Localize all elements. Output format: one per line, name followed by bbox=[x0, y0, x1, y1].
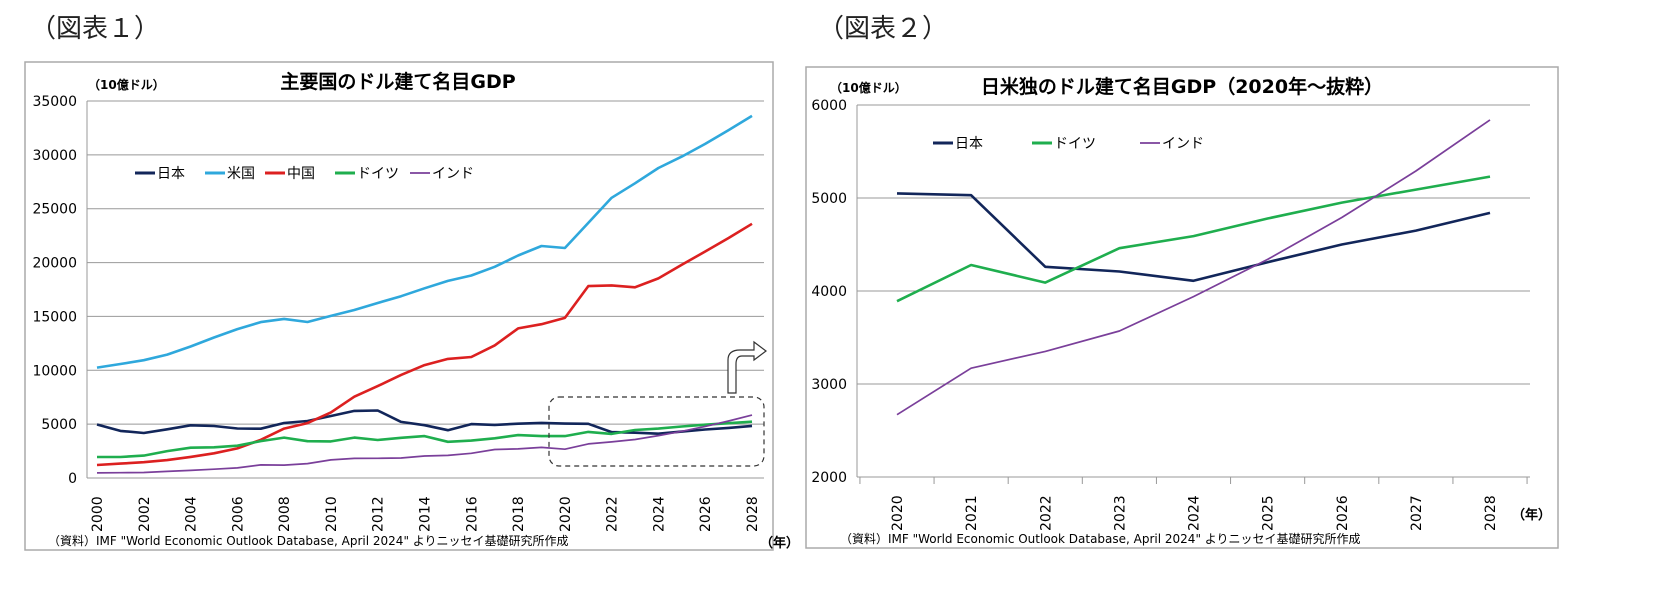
x-tick-label: 2012 bbox=[371, 496, 387, 532]
x-tick-label: 2016 bbox=[464, 496, 480, 532]
figure2-label: （図表２） bbox=[818, 14, 949, 44]
series-line-ドイツ bbox=[97, 420, 753, 459]
figure1-label: （図表１） bbox=[30, 14, 161, 44]
x-tick-label: 2004 bbox=[184, 496, 200, 532]
legend-label: ドイツ bbox=[357, 166, 399, 182]
y-tick-label: 25000 bbox=[32, 202, 77, 218]
x-tick-label: 2010 bbox=[324, 496, 340, 532]
x-tick-label: 2002 bbox=[137, 496, 153, 532]
y-tick-label: 35000 bbox=[32, 94, 77, 110]
x-tick-label: 2014 bbox=[418, 496, 434, 532]
x-tick-label: 2026 bbox=[698, 496, 714, 532]
bent-arrow-icon bbox=[727, 340, 767, 394]
source-note: （資料）IMF "World Economic Outlook Database… bbox=[48, 533, 569, 548]
y-tick-label: 10000 bbox=[32, 363, 77, 379]
y-tick-label: 5000 bbox=[41, 417, 77, 433]
x-axis-label: （年） bbox=[760, 535, 799, 551]
legend-label: 中国 bbox=[287, 166, 315, 182]
x-tick-label: 2000 bbox=[90, 496, 106, 532]
series-line-インド bbox=[96, 414, 753, 474]
chart-frame bbox=[24, 61, 774, 551]
series-line-米国 bbox=[96, 114, 753, 369]
x-tick-label: 2024 bbox=[651, 496, 667, 532]
legend-label: 日本 bbox=[157, 166, 185, 182]
x-tick-label: 2022 bbox=[605, 496, 621, 532]
legend-label: 米国 bbox=[227, 166, 255, 182]
x-tick-label: 2018 bbox=[511, 496, 527, 532]
y-tick-label: 15000 bbox=[32, 309, 77, 325]
unit-label: （10億ドル） bbox=[88, 77, 165, 92]
zoom-region-box bbox=[548, 396, 765, 467]
chart-title: 主要国のドル建て名目GDP bbox=[280, 70, 515, 93]
x-tick-label: 2006 bbox=[230, 496, 246, 532]
x-tick-label: 2008 bbox=[277, 496, 293, 532]
legend-label: インド bbox=[432, 166, 474, 182]
x-tick-label: 2028 bbox=[745, 496, 761, 532]
series-line-日本 bbox=[96, 409, 753, 436]
y-tick-label: 20000 bbox=[32, 256, 77, 272]
x-tick-label: 2020 bbox=[558, 496, 574, 532]
series-line-中国 bbox=[96, 222, 753, 467]
y-tick-label: 0 bbox=[68, 471, 77, 487]
y-tick-label: 30000 bbox=[32, 148, 77, 164]
